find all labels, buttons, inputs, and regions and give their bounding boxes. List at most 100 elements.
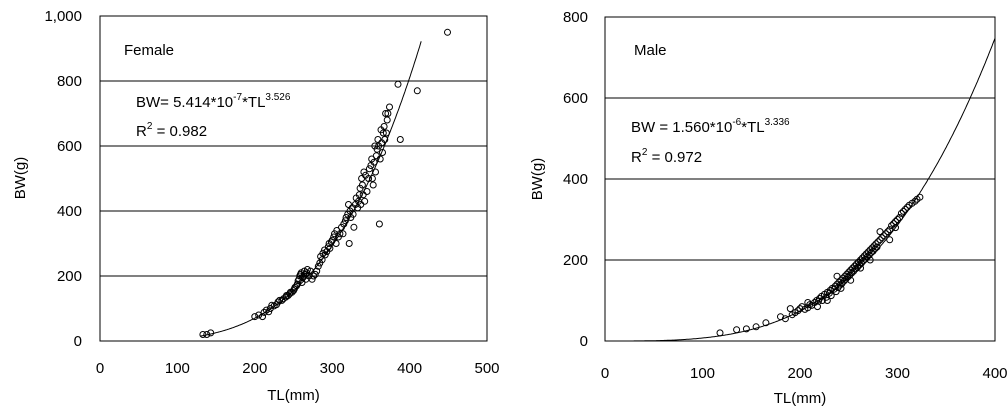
male-data-point (860, 252, 868, 260)
female-points (199, 28, 451, 338)
female-data-point (324, 243, 332, 251)
male-data-point (716, 329, 724, 337)
male-y-tick-label: 0 (580, 333, 588, 350)
female-data-point (384, 110, 392, 117)
male-y-tick-label: 600 (563, 90, 588, 107)
male-data-point (876, 236, 884, 244)
female-data-point (361, 197, 369, 205)
female-equation-prefix: BW= 5.414*10 (136, 94, 233, 111)
female-data-point (251, 313, 259, 321)
male-equation-exp1: -6 (732, 117, 741, 128)
female-fit-curve (200, 41, 422, 337)
male-y-tick-label: 800 (563, 9, 588, 26)
female-x-tick-label: 200 (242, 360, 267, 377)
female-data-point (376, 155, 384, 163)
female-data-point (293, 280, 301, 288)
male-data-point (884, 228, 892, 236)
male-data-point (804, 299, 812, 306)
male-data-point (872, 240, 880, 248)
male-plot-frame (604, 16, 996, 342)
male-data-point (901, 205, 909, 213)
female-data-point (259, 313, 266, 321)
male-data-point (911, 197, 919, 205)
male-x-tick-label: 300 (885, 365, 910, 382)
female-equation-middle: *TL (242, 94, 265, 111)
male-data-point (832, 288, 840, 296)
male-data-point (762, 319, 770, 327)
female-data-point (368, 175, 376, 182)
male-equation-prefix: BW = 1.560*10 (631, 119, 732, 136)
female-data-point (341, 217, 349, 225)
female-data-point (332, 240, 340, 247)
female-data-point (380, 123, 388, 130)
male-data-point (864, 248, 872, 256)
male-data-point (827, 292, 835, 300)
male-data-point (888, 222, 896, 230)
female-data-point (207, 329, 215, 337)
female-r2-sup: 2 (147, 121, 153, 132)
female-data-point (381, 136, 389, 143)
male-data-point (873, 243, 881, 251)
female-data-point (370, 158, 378, 166)
male-data-point (845, 268, 853, 276)
female-data-point (260, 308, 268, 316)
male-r2-suffix: = 0.972 (647, 149, 702, 166)
female-data-point (350, 223, 358, 231)
female-equation: BW= 5.414*10-7*TL3.526 (136, 92, 291, 111)
male-data-point (814, 303, 821, 311)
male-data-point (892, 224, 899, 232)
male-data-point (849, 264, 857, 272)
male-equation-middle: *TL (741, 119, 764, 136)
male-data-point (752, 323, 760, 331)
male-x-tick-labels: 0 100 200 300 400 (601, 365, 1008, 382)
male-data-point (874, 238, 882, 246)
female-equation-exp2: 3.526 (265, 92, 290, 103)
female-y-tick-label: 1,000 (44, 8, 82, 25)
female-data-point (375, 220, 383, 228)
female-data-point (365, 175, 373, 182)
male-data-point (837, 284, 845, 292)
female-data-point (374, 136, 382, 143)
female-data-point (382, 129, 390, 137)
female-data-point (396, 136, 404, 143)
female-data-point (276, 296, 284, 304)
male-data-point (794, 307, 802, 315)
female-data-point (358, 181, 366, 189)
male-r2-sup: 2 (642, 147, 648, 158)
male-x-tick-label: 100 (690, 365, 715, 382)
male-data-point (786, 305, 794, 313)
female-y-tick-label: 600 (57, 138, 82, 155)
male-data-point (856, 261, 863, 269)
female-x-tick-label: 0 (96, 360, 104, 377)
female-data-point (326, 244, 334, 252)
male-data-point (867, 249, 875, 257)
female-data-point (339, 230, 347, 238)
female-data-point (360, 168, 368, 176)
male-data-point (868, 244, 876, 252)
female-data-point (345, 240, 353, 247)
male-data-point (876, 228, 884, 236)
male-data-point (878, 234, 886, 242)
male-r2-prefix: R (631, 149, 642, 166)
male-data-point (890, 220, 898, 228)
male-data-point (833, 272, 841, 280)
female-data-point (394, 80, 402, 88)
female-y-tick-label: 200 (57, 268, 82, 285)
female-data-point (336, 230, 344, 238)
female-data-point (444, 28, 451, 36)
female-equation-exp1: -7 (233, 92, 242, 103)
male-data-point (836, 281, 844, 289)
male-equation: BW = 1.560*10-6*TL3.336 (631, 117, 790, 136)
male-data-point (840, 277, 848, 285)
male-panel-label: Male (634, 42, 667, 59)
female-data-point (379, 129, 387, 137)
female-data-point (199, 331, 207, 338)
female-data-point (318, 256, 326, 264)
female-data-point (255, 311, 263, 319)
male-data-point (880, 232, 888, 240)
female-y-tick-label: 0 (74, 333, 82, 350)
male-data-point (853, 260, 860, 268)
female-data-point (321, 251, 329, 259)
female-data-point (313, 267, 321, 275)
